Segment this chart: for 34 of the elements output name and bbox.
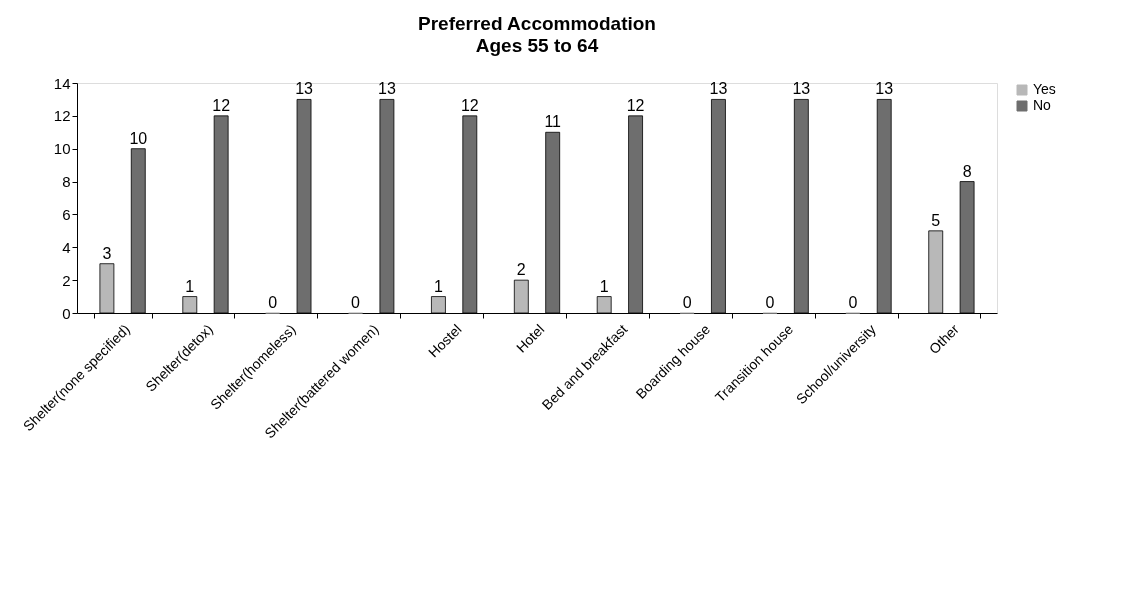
data-label: 8: [962, 162, 972, 180]
data-label: 13: [792, 80, 811, 98]
legend-label: No: [1033, 97, 1052, 113]
data-label: 13: [378, 80, 396, 98]
data-label: 5: [931, 211, 941, 229]
data-label: 0: [682, 294, 692, 311]
data-label: 12: [212, 96, 231, 114]
data-label: 1: [433, 277, 443, 295]
y-tick-label: 4: [62, 238, 71, 256]
data-label: 10: [129, 129, 148, 147]
data-label: 12: [460, 96, 479, 114]
chart-subtitle: Ages 55 to 64: [475, 35, 599, 56]
data-label: 13: [709, 80, 728, 98]
data-label: 12: [626, 96, 645, 114]
data-label: 3: [102, 244, 112, 262]
data-label: 11: [544, 113, 562, 131]
y-tick-label: 2: [62, 271, 71, 289]
y-tick-label: 6: [62, 205, 71, 223]
y-tick-label: 8: [62, 173, 71, 191]
legend-label: Yes: [1033, 81, 1056, 97]
data-label: 13: [875, 80, 894, 98]
data-label: 0: [351, 294, 361, 311]
y-tick-label: 14: [53, 74, 71, 92]
data-label: 0: [848, 294, 858, 311]
data-label: 13: [295, 80, 314, 98]
y-tick-label: 10: [53, 140, 71, 158]
chart-title: Preferred Accommodation: [418, 13, 656, 34]
y-tick-label: 0: [62, 304, 71, 322]
data-label: 0: [268, 294, 278, 311]
data-label: 1: [599, 277, 609, 295]
data-label: 1: [185, 277, 195, 295]
data-label: 0: [765, 294, 775, 311]
y-tick-label: 12: [53, 107, 71, 125]
data-label: 2: [516, 261, 526, 279]
